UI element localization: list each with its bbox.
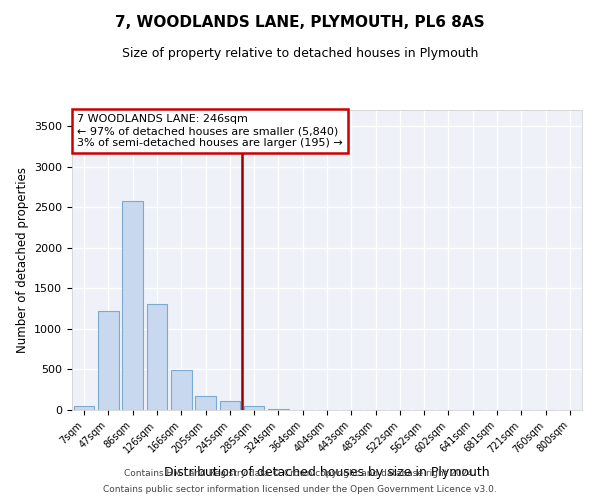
- Bar: [244, 406, 265, 410]
- X-axis label: Distribution of detached houses by size in Plymouth: Distribution of detached houses by size …: [164, 466, 490, 479]
- Bar: [146, 304, 167, 410]
- Text: Contains HM Land Registry data © Crown copyright and database right 2024.: Contains HM Land Registry data © Crown c…: [124, 468, 476, 477]
- Bar: [74, 406, 94, 410]
- Text: Contains public sector information licensed under the Open Government Licence v3: Contains public sector information licen…: [103, 485, 497, 494]
- Text: Size of property relative to detached houses in Plymouth: Size of property relative to detached ho…: [122, 48, 478, 60]
- Y-axis label: Number of detached properties: Number of detached properties: [16, 167, 29, 353]
- Bar: [98, 311, 119, 410]
- Text: 7 WOODLANDS LANE: 246sqm
← 97% of detached houses are smaller (5,840)
3% of semi: 7 WOODLANDS LANE: 246sqm ← 97% of detach…: [77, 114, 343, 148]
- Bar: [268, 409, 289, 410]
- Bar: [220, 402, 240, 410]
- Bar: [195, 396, 216, 410]
- Text: 7, WOODLANDS LANE, PLYMOUTH, PL6 8AS: 7, WOODLANDS LANE, PLYMOUTH, PL6 8AS: [115, 15, 485, 30]
- Bar: [171, 370, 191, 410]
- Bar: [122, 201, 143, 410]
